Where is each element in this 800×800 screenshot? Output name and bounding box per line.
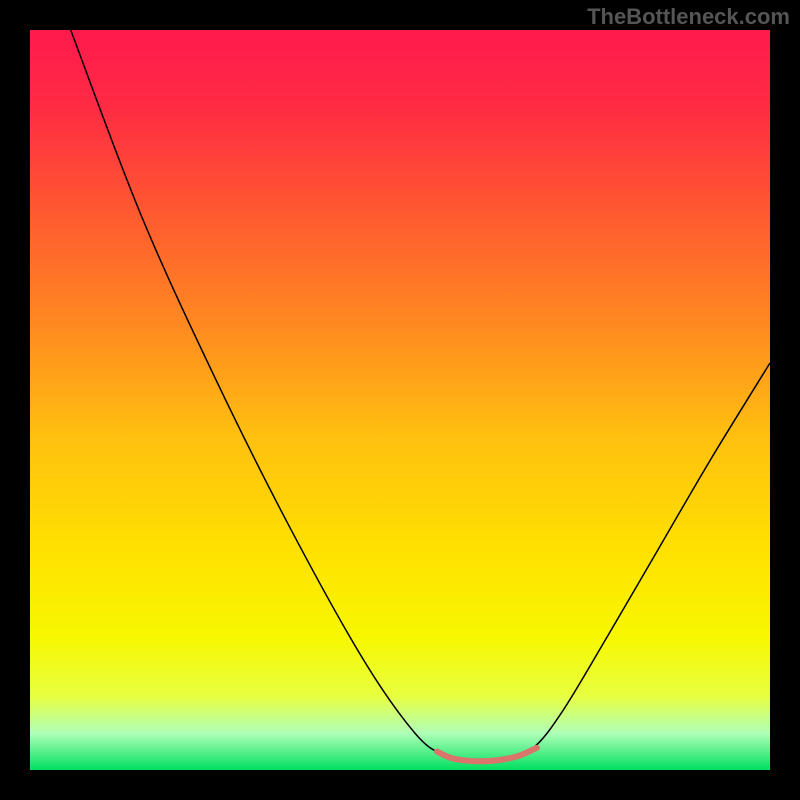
bottleneck-curve-chart: [30, 30, 770, 770]
chart-wrapper: TheBottleneck.com: [0, 0, 800, 800]
watermark-text: TheBottleneck.com: [587, 4, 790, 30]
gradient-background: [30, 30, 770, 770]
plot-area: [30, 30, 770, 770]
